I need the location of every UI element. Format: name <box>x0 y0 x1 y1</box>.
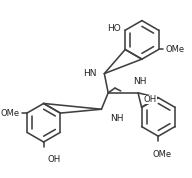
Text: OMe: OMe <box>153 150 172 159</box>
Text: NH: NH <box>110 114 124 123</box>
Text: OMe: OMe <box>0 109 19 118</box>
Text: HN: HN <box>83 69 97 78</box>
Text: OMe: OMe <box>165 45 185 54</box>
Text: HO: HO <box>107 24 120 33</box>
Text: OH: OH <box>47 155 61 164</box>
Text: NH: NH <box>133 77 147 86</box>
Text: OH: OH <box>143 95 157 104</box>
